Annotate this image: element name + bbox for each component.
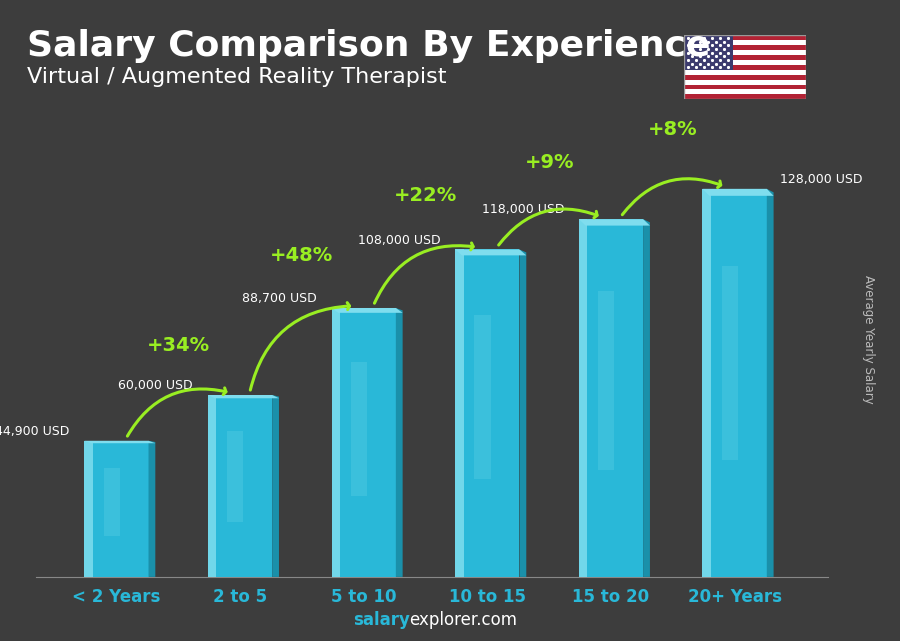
FancyBboxPatch shape — [703, 189, 767, 577]
Bar — [684, 35, 733, 70]
FancyBboxPatch shape — [598, 291, 614, 470]
FancyBboxPatch shape — [579, 219, 587, 577]
Bar — [684, 55, 806, 60]
Polygon shape — [519, 249, 526, 577]
FancyBboxPatch shape — [85, 441, 93, 577]
FancyBboxPatch shape — [208, 395, 272, 577]
Bar — [684, 70, 806, 75]
Text: Average Yearly Salary: Average Yearly Salary — [862, 276, 875, 404]
Polygon shape — [579, 219, 650, 226]
Text: 88,700 USD: 88,700 USD — [242, 292, 317, 305]
Polygon shape — [208, 395, 279, 398]
Bar — [684, 50, 806, 55]
Polygon shape — [396, 308, 402, 577]
Polygon shape — [644, 219, 650, 577]
Text: +9%: +9% — [525, 153, 574, 172]
Polygon shape — [148, 441, 156, 577]
Text: +48%: +48% — [270, 246, 334, 265]
FancyBboxPatch shape — [208, 395, 216, 577]
FancyBboxPatch shape — [85, 441, 148, 577]
Text: 108,000 USD: 108,000 USD — [357, 234, 440, 247]
Text: 60,000 USD: 60,000 USD — [119, 379, 193, 392]
Text: Salary Comparison By Experience: Salary Comparison By Experience — [27, 29, 710, 63]
Text: Virtual / Augmented Reality Therapist: Virtual / Augmented Reality Therapist — [27, 67, 446, 87]
Polygon shape — [767, 189, 774, 577]
Bar — [684, 79, 806, 85]
Bar — [684, 75, 806, 79]
Bar — [684, 60, 806, 65]
FancyBboxPatch shape — [722, 267, 738, 460]
Polygon shape — [85, 441, 156, 443]
Polygon shape — [703, 189, 774, 196]
Polygon shape — [272, 395, 279, 577]
Bar — [684, 85, 806, 90]
FancyBboxPatch shape — [703, 189, 711, 577]
Bar — [684, 65, 806, 70]
Bar — [684, 35, 806, 40]
FancyBboxPatch shape — [474, 315, 490, 479]
Text: salary: salary — [353, 612, 410, 629]
Text: +34%: +34% — [147, 336, 210, 354]
Text: 118,000 USD: 118,000 USD — [482, 203, 564, 217]
Bar — [684, 94, 806, 99]
Text: +8%: +8% — [648, 121, 698, 140]
Text: +22%: +22% — [394, 186, 457, 204]
Text: 128,000 USD: 128,000 USD — [779, 173, 862, 186]
FancyBboxPatch shape — [351, 362, 367, 496]
FancyBboxPatch shape — [331, 308, 396, 577]
Text: explorer.com: explorer.com — [410, 612, 518, 629]
FancyBboxPatch shape — [227, 431, 243, 522]
FancyBboxPatch shape — [455, 249, 519, 577]
FancyBboxPatch shape — [104, 468, 120, 536]
Polygon shape — [331, 308, 402, 313]
FancyBboxPatch shape — [455, 249, 464, 577]
Bar — [684, 40, 806, 45]
Polygon shape — [455, 249, 526, 255]
Bar — [684, 45, 806, 50]
FancyBboxPatch shape — [579, 219, 644, 577]
Bar — [684, 90, 806, 94]
Text: 44,900 USD: 44,900 USD — [0, 425, 69, 438]
FancyBboxPatch shape — [331, 308, 340, 577]
